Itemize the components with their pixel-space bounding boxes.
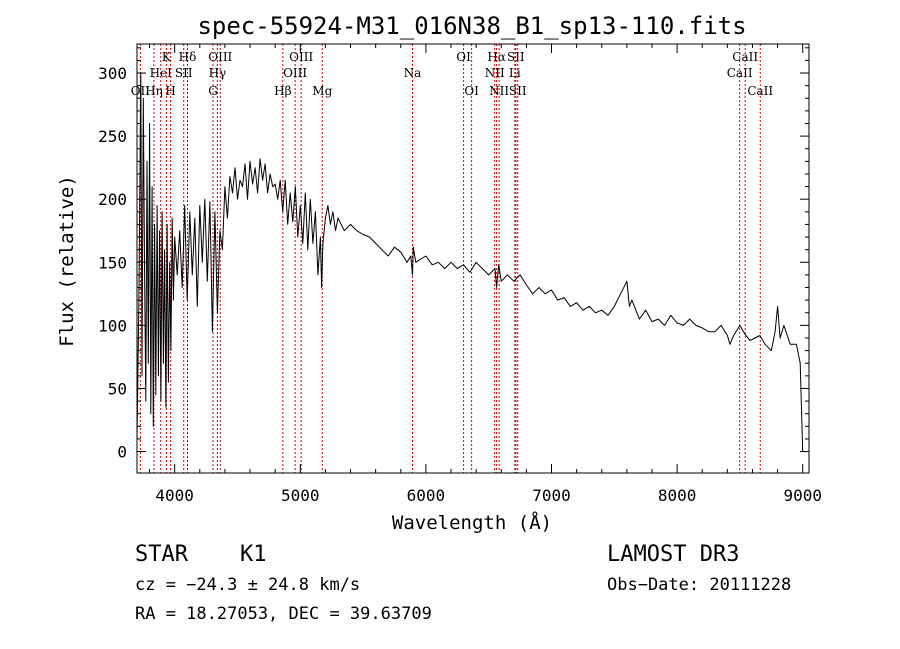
y-tick-label-6: 300 [98,64,127,83]
y-axis-label: Flux (relative) [56,175,78,347]
axes: 4000 5000 6000 7000 8000 9000 0 50 100 150 200 250 3… [98,43,822,505]
y-tick-label-5: 250 [98,127,127,146]
line-label-11: OIII [289,50,313,64]
object-class: STAR [135,542,189,567]
line-label-4: H [165,84,175,98]
x-tick-label-5: 9000 [783,486,822,505]
y-tick-label-0: 0 [117,443,127,462]
line-label-8: Hγ [209,66,227,80]
line-label-16: OI [464,84,479,98]
line-label-24: CaII [727,66,753,80]
y-tick-label-1: 50 [108,379,127,398]
object-subclass: K1 [240,542,267,567]
line-label-14: Na [404,66,422,80]
line-label-23: CaII [732,50,758,64]
line-label-10: Hβ [274,84,291,98]
x-axis-label: Wavelength (Å) [392,511,552,534]
x-tick-label-3: 7000 [532,486,571,505]
line-label-7: OIII [208,50,232,64]
x-tick-label-1: 5000 [281,486,320,505]
line-label-2: HeI [150,66,173,80]
y-tick-label-2: 100 [98,316,127,335]
line-label-3: Hη [145,84,163,98]
line-label-25: CaII [747,84,773,98]
line-label-17: Hα [487,50,506,64]
obs-date: Obs−Date: 20111228 [607,575,791,595]
line-label-22: SII [509,84,527,98]
line-label-9: G [208,84,218,98]
x-tick-label-4: 8000 [658,486,697,505]
line-label-6: SII [175,66,193,80]
y-tick-label-3: 150 [98,253,127,272]
plot-frame [136,43,810,474]
line-label-15: OI [456,50,471,64]
series-line-0 [136,72,804,452]
x-tick-label-2: 6000 [407,486,446,505]
line-label-21: Li [509,66,521,80]
chart-title: spec-55924-M31_016N38_B1_sp13-110.fits [197,12,746,40]
line-label-18: NII [485,66,505,80]
line-label-13: Mg [312,84,332,98]
ra-dec: RA = 18.27053, DEC = 39.63709 [135,604,432,624]
flux-series [136,72,804,452]
survey-name: LAMOST DR3 [607,542,739,567]
line-label-12: OIII [283,66,307,80]
line-label-0: Hδ [179,50,197,64]
y-tick-label-4: 200 [98,190,127,209]
line-label-19: NII [489,84,509,98]
line-label-20: SII [507,50,525,64]
line-label-5: K [162,50,172,64]
x-tick-label-0: 4000 [155,486,194,505]
redshift-cz: cz = −24.3 ± 24.8 km/s [135,575,360,595]
